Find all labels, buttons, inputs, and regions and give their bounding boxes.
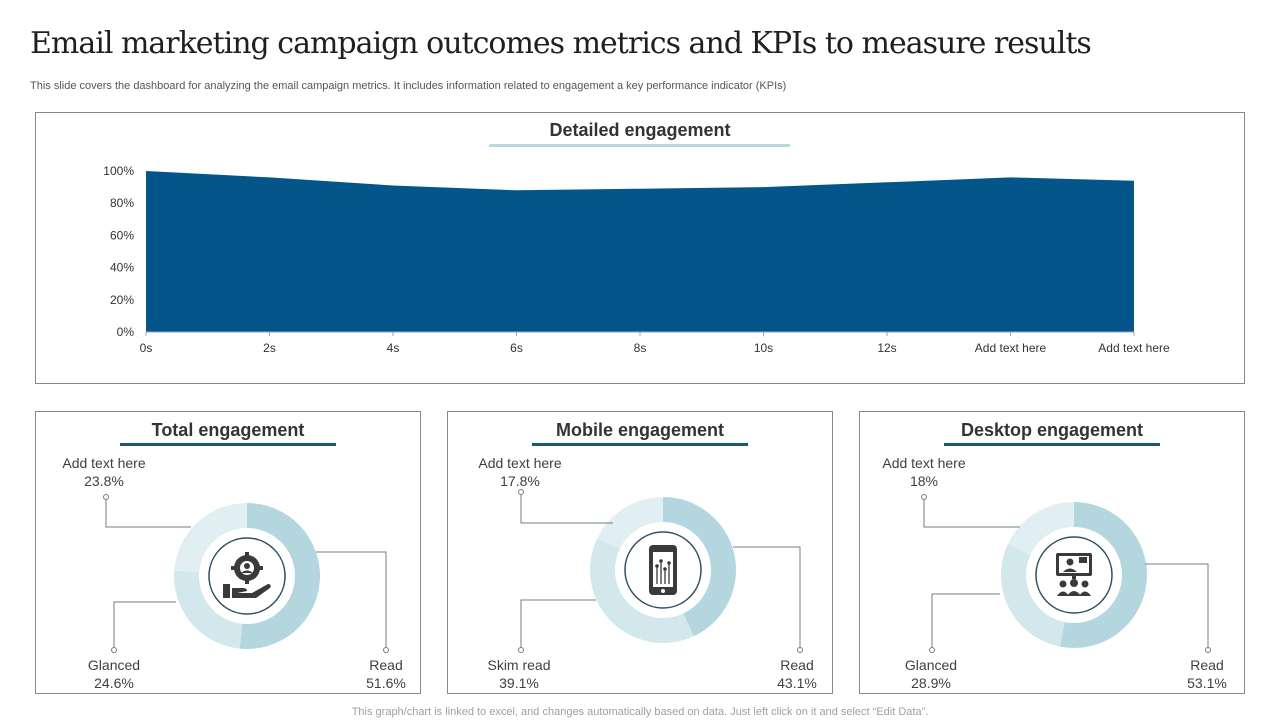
footer-note: This graph/chart is linked to excel, and… <box>351 706 929 718</box>
title-underline <box>120 443 336 446</box>
desktop-meeting-icon <box>1056 553 1092 596</box>
desktop-engagement-title: Desktop engagement <box>960 420 1144 440</box>
slice-read <box>663 497 737 637</box>
mobile-engagement-donut <box>518 489 803 653</box>
total-engagement-panel: Total engagement Add text here 23 <box>35 411 421 694</box>
x-tick-label: Add text here <box>975 341 1047 355</box>
x-tick-label: Add text here <box>1098 341 1170 355</box>
y-tick-label: 100% <box>103 164 134 178</box>
slice-add-text-here <box>1007 502 1074 555</box>
title-underline <box>532 443 748 446</box>
x-tick-label: 2s <box>263 341 276 355</box>
engagement-area <box>146 171 1134 332</box>
label-read: Read 43.1% <box>777 657 817 691</box>
slice-add-text-here <box>174 503 247 573</box>
detailed-engagement-chart: 0% 20% 40% 60% 80% 100% 0s 2s 4s 6s 8s 10s 12s Add te… <box>103 164 1170 355</box>
desktop-engagement-panel: Desktop engagement <box>859 411 1245 694</box>
label-glanced: Glanced 28.9% <box>904 657 958 691</box>
desktop-engagement-donut <box>921 494 1211 653</box>
slice-glanced <box>174 570 243 649</box>
total-engagement-title: Total engagement <box>151 420 305 440</box>
slide-subtitle: This slide covers the dashboard for anal… <box>30 80 787 92</box>
detailed-engagement-panel: Detailed engagement 0% 20% 40% 60% 80% 100% 0s… <box>35 112 1245 384</box>
x-tick-label: 10s <box>754 341 773 355</box>
mobile-engagement-title: Mobile engagement <box>555 420 725 440</box>
slice-glanced <box>1001 543 1065 647</box>
x-tick-label: 12s <box>877 341 896 355</box>
title-underline <box>489 144 790 147</box>
y-tick-label: 0% <box>117 325 135 339</box>
detailed-engagement-title: Detailed engagement <box>549 120 731 140</box>
label-skim-read: Skim read 39.1% <box>487 657 551 691</box>
y-tick-label: 40% <box>110 261 134 275</box>
y-tick-label: 20% <box>110 293 134 307</box>
mobile-engagement-panel: Mobile engagement <box>447 411 833 694</box>
x-tick-label: 8s <box>634 341 647 355</box>
total-engagement-donut <box>103 494 389 653</box>
label-read: Read 53.1% <box>1187 657 1227 691</box>
label-read: Read 51.6% <box>366 657 406 691</box>
slide-title: Email marketing campaign outcomes metric… <box>30 26 1092 61</box>
x-tick-label: 6s <box>510 341 523 355</box>
mobile-phone-icon <box>649 545 677 595</box>
x-tick-label: 4s <box>387 341 400 355</box>
slice-skim-read <box>589 538 694 644</box>
slice-read <box>1059 502 1147 648</box>
gear-hand-icon <box>223 552 271 598</box>
slice-add-text-here <box>597 497 663 550</box>
label-glanced: Glanced 24.6% <box>87 657 141 691</box>
label-add-text: Add text here 23.8% <box>62 455 146 489</box>
y-tick-label: 60% <box>110 228 134 242</box>
y-tick-label: 80% <box>110 196 134 210</box>
label-add-text: Add text here 18% <box>882 455 966 489</box>
slice-read <box>239 503 321 649</box>
x-tick-label: 0s <box>140 341 153 355</box>
label-add-text: Add text here 17.8% <box>478 455 562 489</box>
title-underline <box>944 443 1160 446</box>
